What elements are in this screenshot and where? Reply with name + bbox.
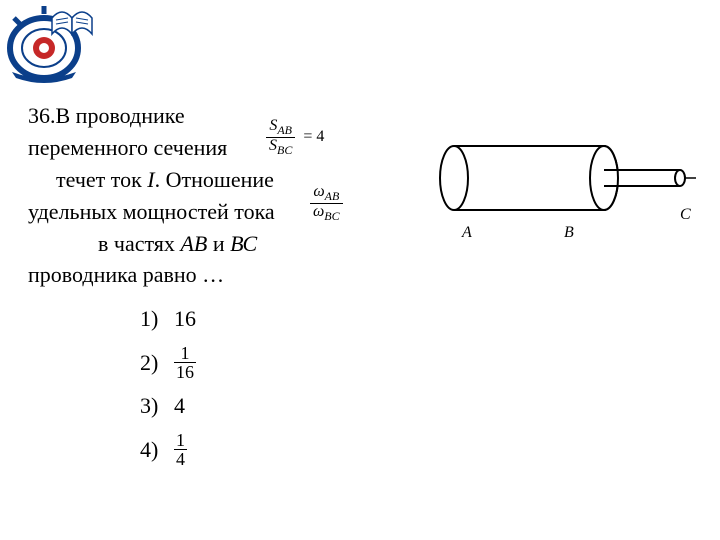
answer-2-num: 1 [174,344,196,363]
conductor-diagram: A B C [424,132,704,257]
eq1-den-sym: S [269,137,277,154]
answer-4-den: 4 [174,450,187,468]
problem-line6: проводника равно … [28,259,388,291]
equation-power-ratio: ωAB ωBC [310,184,343,223]
answer-options: 1) 16 2) 1 16 3) 4 4) 1 4 [140,306,196,480]
answer-1: 1) 16 [140,306,196,332]
problem-line3a: течет ток [56,167,147,192]
answer-1-label: 1) [140,306,174,332]
eq1-rhs: = 4 [299,128,324,145]
diagram-label-c: C [680,206,691,224]
diagram-label-b: B [564,224,574,242]
answer-2-label: 2) [140,350,174,376]
problem-line3b: . Отношение [155,167,274,192]
answer-4: 4) 1 4 [140,431,196,468]
current-symbol: I [147,167,154,192]
answer-3-label: 3) [140,393,174,419]
diagram-label-a: A [462,224,472,242]
problem-line2: переменного сечения [28,132,388,164]
answer-2: 2) 1 16 [140,344,196,381]
logo [6,6,94,89]
answer-1-value: 16 [174,306,196,332]
equation-area-ratio: SAB SBC = 4 [266,118,324,157]
eq1-den-sub: BC [277,143,292,157]
answer-4-num: 1 [174,431,187,450]
problem-line5m: и [207,231,230,256]
answer-4-label: 4) [140,437,174,463]
segment-ab: АВ [180,231,207,256]
answer-3-value: 4 [174,393,185,419]
problem-line5a: в частях [98,231,180,256]
segment-bc: ВС [230,231,257,256]
problem-number: 36. [28,103,56,128]
eq2-num-sym: ω [313,183,324,200]
answer-3: 3) 4 [140,393,196,419]
eq2-den-sub: BC [324,209,339,223]
problem-line1: В проводнике [56,103,185,128]
answer-2-den: 16 [174,363,196,381]
eq1-num-sub: AB [277,123,292,137]
eq2-den-sym: ω [313,203,324,220]
eq2-num-sub: AB [325,189,340,203]
